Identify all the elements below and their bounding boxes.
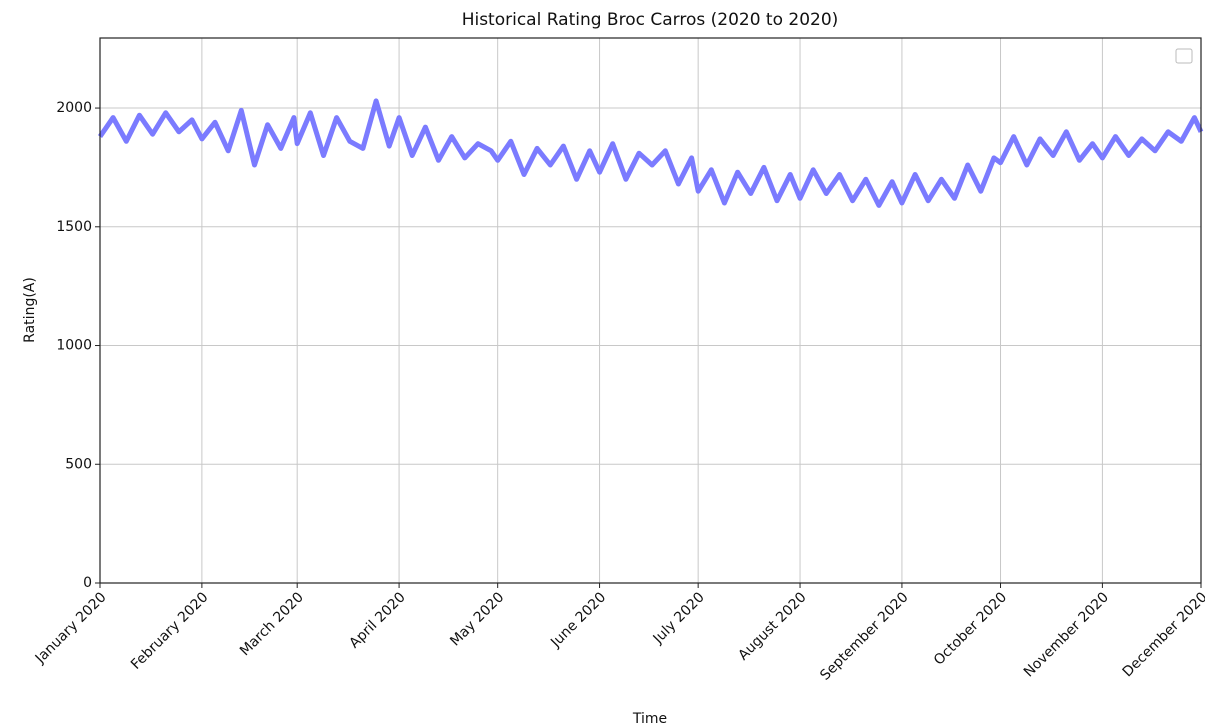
- y-tick-label: 2000: [56, 100, 92, 116]
- x-tick-label: August 2020: [735, 589, 809, 663]
- x-tick-label: June 2020: [547, 589, 609, 651]
- y-tick-label: 1500: [56, 219, 92, 235]
- x-tick-label: January 2020: [32, 589, 110, 667]
- x-tick-label: November 2020: [1021, 589, 1112, 680]
- x-tick-label: April 2020: [346, 589, 408, 651]
- x-tick-label: July 2020: [650, 589, 708, 647]
- x-tick-label: March 2020: [237, 589, 307, 659]
- plot-area: [97, 38, 1204, 584]
- chart-title: Historical Rating Broc Carros (2020 to 2…: [462, 10, 839, 30]
- x-tick-label: December 2020: [1120, 589, 1205, 680]
- plot-frame: [99, 37, 1202, 584]
- legend: [1175, 48, 1193, 64]
- data-line: [97, 98, 1204, 208]
- x-tick-label: September 2020: [817, 589, 911, 683]
- y-tick-label: 0: [83, 575, 92, 591]
- x-axis-label: Time: [632, 711, 667, 727]
- y-axis-label: Rating(A): [22, 277, 38, 343]
- x-tick-label: May 2020: [447, 589, 507, 649]
- x-tick-label: February 2020: [128, 589, 212, 673]
- x-tick-label: October 2020: [931, 589, 1010, 668]
- y-tick-label: 500: [65, 456, 92, 472]
- y-tick-label: 1000: [56, 338, 92, 354]
